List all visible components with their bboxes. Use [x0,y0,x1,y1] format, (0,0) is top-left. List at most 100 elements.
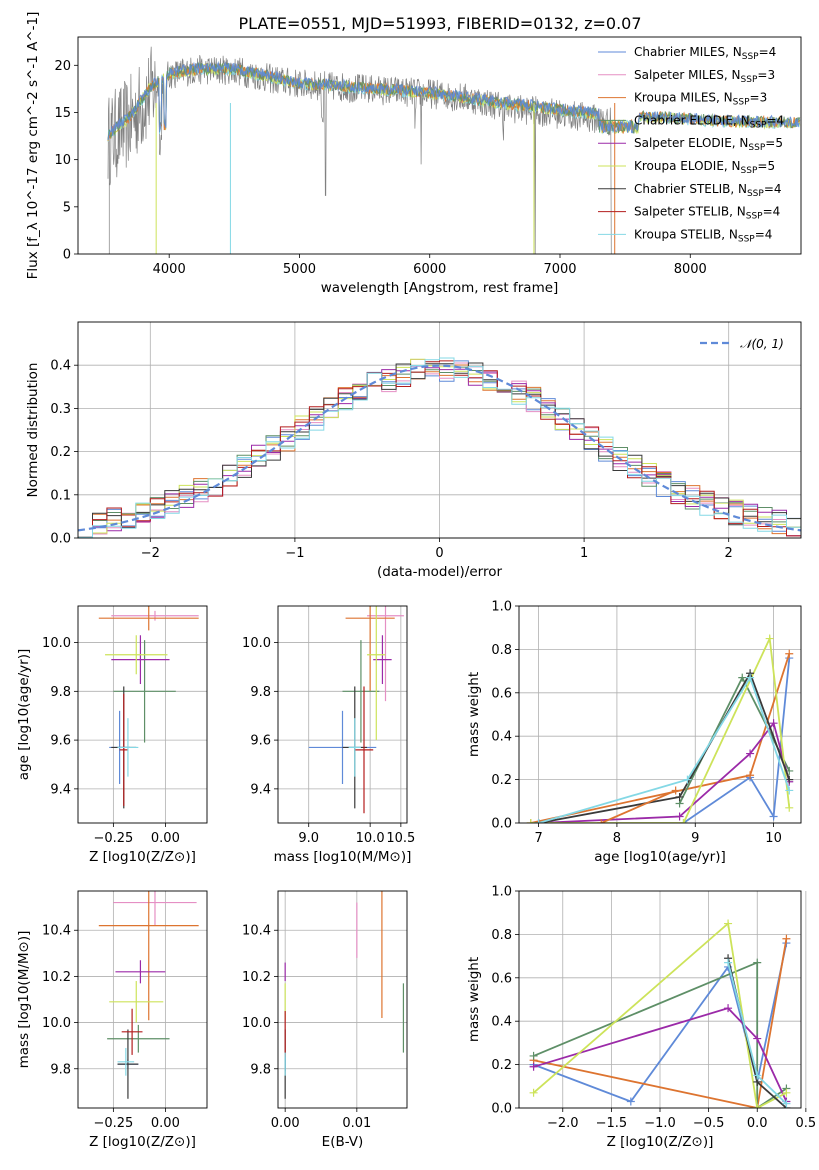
residual-histogram-series-7 [78,362,801,538]
panel-residuals: −2 −1 0 1 2 0.0 0.1 0.2 0.3 0.4 (data-model)/error… [25,321,802,580]
y-tick-label: 9.6 [250,734,271,749]
y-tick-label: 10 [54,153,71,168]
x-tick-label: 0.0 [747,1116,768,1131]
weight-marker-series-7 [785,775,794,784]
panel-mass-vs-Z: −0.25 0.00 9.8 10.0 10.2 10.4 Z [log10(Z/Z⊙)] m… [16,890,208,1150]
x-tick-label: 9.0 [298,831,319,846]
y-tick-label: 0.2 [491,773,512,788]
weight-line-series-6 [530,635,791,823]
legend-label: Salpeter ELODIE, NSSP=5 [634,136,783,153]
y-tick-label: 10.4 [242,924,271,939]
x-tick-label: −2 [141,546,160,561]
legend-count: =5 [765,136,783,150]
plot-area [529,919,791,1108]
y-tick-label: 1.0 [491,885,512,900]
y-tick-label: 0.4 [491,1015,512,1030]
plot-area [284,891,405,1099]
y-tick-label: 9.4 [50,782,71,797]
weight-line-series-3 [600,789,677,823]
weight-marker-series-5 [529,1062,538,1071]
y-tick-label: 0 [63,248,71,263]
weight-marker-series-6 [724,919,733,928]
weight-marker-series-9 [724,958,733,967]
weight-marker-series-3 [671,786,680,795]
weight-marker-series-9 [534,819,543,823]
weight-marker-series-3 [746,771,755,780]
x-tick-label: −1.0 [644,1116,676,1131]
y-axis-label: mass [log10(M/M⊙)] [16,931,32,1069]
panel-age-vs-Z: −0.25 0.00 9.4 9.6 9.8 10.0 Z [log10(Z/Z⊙)] age… [16,605,208,865]
axes-frame [518,890,802,1109]
x-axis-label: Z [log10(Z/Z⊙)] [607,1134,714,1150]
y-tick-label: 0.8 [491,643,512,658]
x-tick-label: 0.00 [151,1116,180,1131]
legend-count: =4 [763,205,781,219]
weight-marker-series-4 [753,958,762,967]
residual-histogram-series-8 [78,360,801,538]
legend-count: =5 [757,159,775,173]
plot-area [78,357,801,538]
x-axis-label: wavelength [Angstrom, rest frame] [321,280,559,296]
legend-label: Kroupa STELIB, NSSP=4 [634,227,772,244]
x-tick-label: 5000 [283,262,316,277]
weight-line-series-3 [533,938,788,1108]
x-axis-label: Z [log10(Z/Z⊙)] [89,1134,196,1150]
x-tick-label: −1.5 [596,1116,628,1131]
weight-marker-series-1 [769,812,778,821]
y-tick-label: 5 [63,200,71,215]
weight-marker-series-9 [782,1099,791,1108]
x-tick-label: 0.00 [151,831,180,846]
weight-marker-series-9 [683,775,692,784]
x-axis-label: Z [log10(Z/Z⊙)] [89,849,196,865]
weight-marker-series-9 [753,1071,762,1080]
weight-marker-series-6 [765,634,774,643]
x-axis-label: mass [log10(M/M⊙)] [274,849,412,865]
legend-label: Kroupa ELODIE, NSSP=5 [634,159,775,176]
normal-reference-curve [78,364,801,532]
y-tick-label: 0.4 [491,730,512,745]
legend-label: Kroupa MILES, NSSP=3 [634,91,767,108]
weight-marker-series-7 [675,792,684,801]
legend-count: =4 [755,227,773,241]
axes-frame [518,605,802,824]
legend-subscript: SSP [747,189,764,199]
x-tick-label: −0.25 [93,831,133,846]
legend-count: =4 [764,182,782,196]
weight-marker-series-6 [679,819,688,823]
y-tick-label: 9.4 [250,782,271,797]
x-tick-label: 0 [435,546,443,561]
y-axis-label: mass weight [466,672,482,757]
legend-label: Chabrier STELIB, NSSP=4 [634,182,782,199]
x-tick-label: 0.00 [271,1116,300,1131]
x-axis-label: age [log10(age/yr)] [594,849,726,865]
panel-weight-vs-age: 7 8 9 10 0.0 0.2 0.4 0.6 0.8 1.0 age [log10(age/yr… [466,600,802,865]
x-tick-label: 9 [691,831,699,846]
weight-marker-series-5 [675,812,684,821]
weight-marker-series-3 [597,819,606,823]
weight-marker-series-6 [526,819,535,823]
weight-line-series-9 [538,675,791,823]
legend-subscript: SSP [733,98,750,108]
weight-marker-series-4 [738,673,747,682]
y-axis-label: Normed distribution [25,363,41,498]
y-tick-label: 0.8 [491,928,512,943]
legend-subscript: SSP [746,212,763,222]
y-tick-label: 0.3 [50,402,71,417]
legend-subscript: SSP [741,166,758,176]
legend-label: Chabrier MILES, NSSP=4 [634,45,776,62]
weight-marker-series-9 [746,673,755,682]
x-tick-label: −2.0 [547,1116,579,1131]
spectrum-legend: Chabrier MILES, NSSP=4 Salpeter MILES, NS… [598,45,784,244]
panel-mass-vs-ebv: 0.00 0.01 9.8 10.0 10.2 10.4 E(B-V) [242,890,408,1150]
y-tick-label: 0.1 [50,488,71,503]
x-tick-label: 10 [765,831,782,846]
y-tick-label: 1.0 [491,600,512,615]
x-tick-label: 10.0 [356,831,385,846]
axes-frame [77,605,208,824]
y-tick-label: 9.6 [50,734,71,749]
y-tick-label: 0.0 [491,1102,512,1117]
legend-label: Salpeter MILES, NSSP=3 [634,68,775,85]
plot-area [526,634,794,823]
weight-marker-series-4 [529,1051,538,1060]
